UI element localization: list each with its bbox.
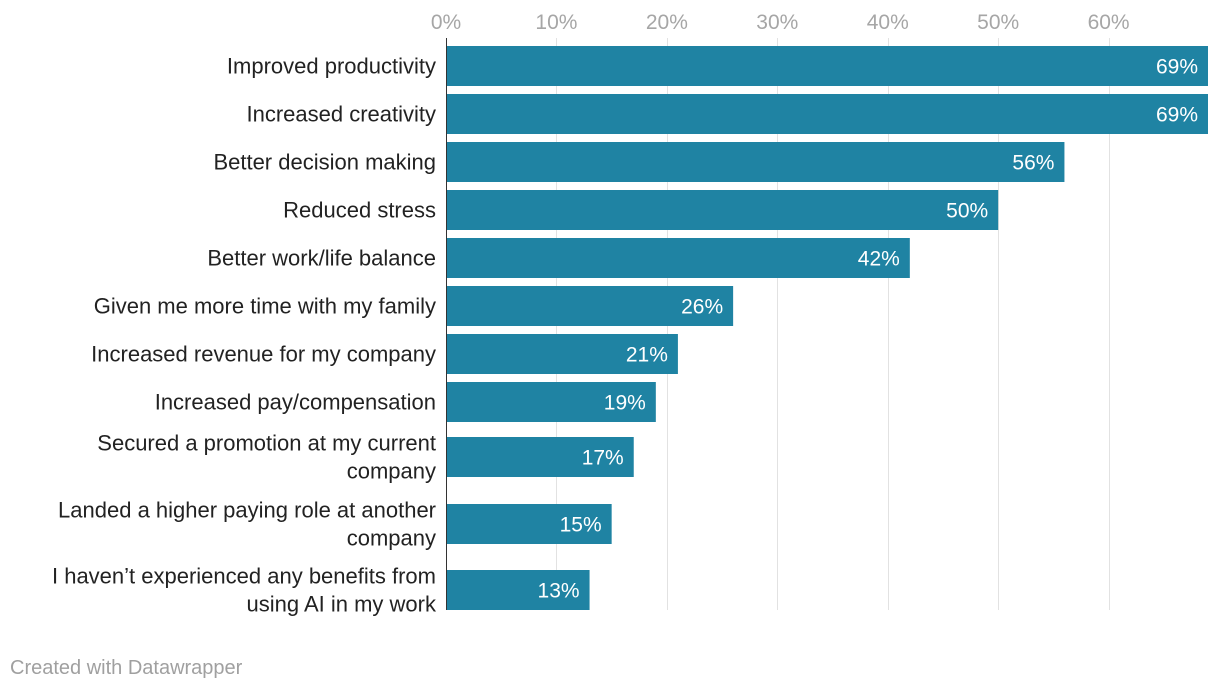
x-axis-tick-labels: 0% 10% 20% 30% 40% 50% 60%	[431, 11, 1130, 34]
bar	[446, 46, 1208, 86]
value-label: 21%	[626, 344, 668, 367]
category-labels: Improved productivity Increased creativit…	[52, 54, 437, 617]
value-label: 13%	[538, 580, 580, 603]
value-label: 42%	[858, 248, 900, 271]
value-label: 26%	[681, 296, 723, 319]
bar	[446, 286, 734, 326]
bars	[446, 46, 1208, 610]
bar	[446, 334, 678, 374]
category-label: Increased pay/compensation	[155, 390, 436, 415]
value-labels: 69% 69% 56% 50% 42% 26% 21% 19% 17% 15% 13%	[538, 56, 1198, 603]
x-tick-label: 60%	[1088, 11, 1130, 34]
x-tick-label: 10%	[535, 11, 577, 34]
value-label: 69%	[1156, 56, 1198, 79]
category-label: Increased revenue for my company	[91, 342, 436, 367]
category-label: Given me more time with my family	[94, 294, 436, 319]
bar	[446, 94, 1208, 134]
x-tick-label: 40%	[867, 11, 909, 34]
category-label-line: using AI in my work	[246, 592, 437, 617]
bar	[446, 190, 999, 230]
bar	[446, 437, 634, 477]
category-label-line: I haven’t experienced any benefits from	[52, 564, 436, 589]
value-label: 69%	[1156, 104, 1198, 127]
value-label: 17%	[582, 447, 624, 470]
value-label: 15%	[560, 514, 602, 537]
category-label: Reduced stress	[283, 198, 436, 223]
bar	[446, 570, 590, 610]
category-label-line: company	[347, 459, 436, 484]
value-label: 19%	[604, 392, 646, 415]
bar	[446, 238, 910, 278]
category-label: Better decision making	[213, 150, 436, 175]
x-tick-label: 30%	[756, 11, 798, 34]
x-tick-label: 0%	[431, 11, 461, 34]
category-label: Increased creativity	[246, 102, 436, 127]
x-tick-label: 50%	[977, 11, 1019, 34]
category-label-line: Secured a promotion at my current	[97, 431, 436, 456]
datawrapper-credit: Created with Datawrapper	[10, 657, 243, 679]
category-label-line: company	[347, 526, 436, 551]
bar-chart: 0% 10% 20% 30% 40% 50% 60% Improved productivi…	[52, 11, 1208, 617]
category-label-line: Landed a higher paying role at another	[58, 498, 436, 523]
value-label: 56%	[1012, 152, 1054, 175]
value-label: 50%	[946, 200, 988, 223]
bar	[446, 504, 612, 544]
category-label: Better work/life balance	[207, 246, 436, 271]
category-label: Improved productivity	[227, 54, 436, 79]
x-tick-label: 20%	[646, 11, 688, 34]
bar	[446, 142, 1065, 182]
bar	[446, 382, 656, 422]
